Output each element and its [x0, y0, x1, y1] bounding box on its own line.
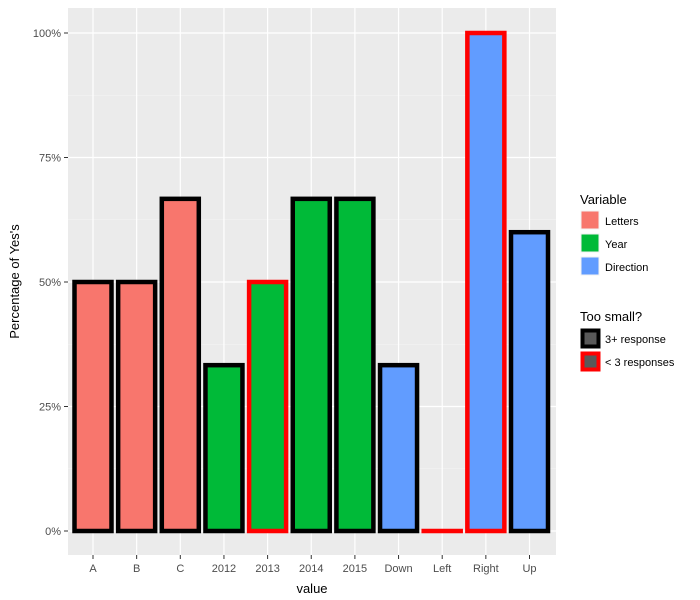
legend-key-year [580, 233, 600, 253]
x-tick-label: Left [433, 563, 451, 575]
legend-label: 3+ response [605, 334, 666, 346]
legend-label: Letters [605, 216, 639, 228]
legend-label: Year [605, 239, 628, 251]
legend-key-direction [580, 256, 600, 276]
legend-key-too-small [580, 328, 601, 349]
legend-label: Direction [605, 262, 648, 274]
y-tick-label: 0% [45, 526, 61, 538]
bar-A [72, 279, 114, 534]
bar-Up [508, 229, 551, 534]
bar-2014 [290, 196, 332, 534]
x-tick-label: 2012 [212, 563, 236, 575]
bar-2013 [246, 279, 289, 534]
legend-key-too-small [580, 351, 601, 372]
y-tick-label: 25% [39, 402, 61, 414]
x-tick-label: 2014 [299, 563, 323, 575]
x-tick-label: Down [384, 563, 412, 575]
bar-Right [465, 30, 507, 534]
x-tick-label: Up [522, 563, 536, 575]
x-tick-label: B [133, 563, 140, 575]
y-tick-label: 50% [39, 277, 61, 289]
legend-key-letters [580, 210, 600, 230]
y-axis-title: Percentage of Yes's [7, 224, 22, 339]
legend-title-too-small: Too small? [580, 309, 642, 324]
bar-2015 [334, 196, 376, 534]
y-tick-label: 75% [39, 153, 61, 165]
y-tick-label: 100% [33, 28, 61, 40]
legend-label: < 3 responses [605, 357, 675, 369]
x-tick-label: A [89, 563, 97, 575]
x-axis-title: value [296, 581, 327, 596]
x-tick-label: 2013 [255, 563, 279, 575]
x-tick-label: C [176, 563, 184, 575]
bar-B [115, 279, 158, 534]
legend-title-variable: Variable [580, 192, 627, 207]
x-tick-label: 2015 [343, 563, 367, 575]
bar-Down [377, 362, 420, 534]
x-tick-label: Right [473, 563, 499, 575]
bar-2012 [203, 362, 245, 534]
bar-C [159, 196, 202, 534]
